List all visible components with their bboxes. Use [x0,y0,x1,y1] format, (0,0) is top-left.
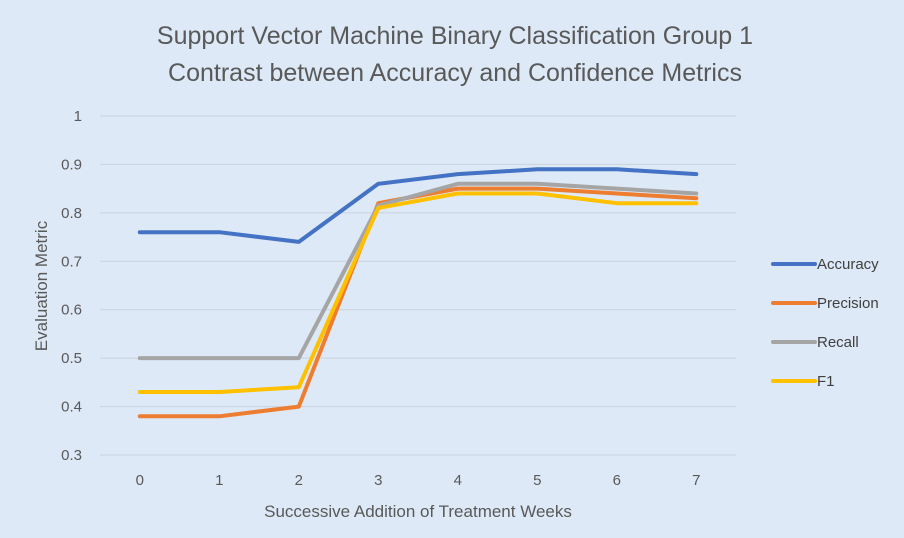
x-tick-label: 5 [533,472,541,489]
legend-label-recall: Recall [817,334,859,351]
series-line-recall [137,181,699,361]
y-axis-ticks: 0.3 0.4 0.5 0.6 0.7 0.8 0.9 1 [61,108,82,464]
series-line-accuracy [137,167,699,244]
y-tick-label: 0.8 [61,205,82,222]
series-line-f1 [137,191,699,394]
x-tick-label: 0 [136,472,144,489]
x-axis-label: Successive Addition of Treatment Weeks [264,502,572,521]
legend-label-precision: Precision [817,295,879,312]
y-tick-label: 0.7 [61,253,82,270]
x-tick-label: 4 [454,472,462,489]
gridlines [100,115,736,456]
x-tick-label: 3 [374,472,382,489]
x-tick-label: 1 [215,472,223,489]
x-tick-label: 6 [613,472,621,489]
legend-label-accuracy: Accuracy [817,256,879,273]
y-tick-label: 0.4 [61,399,82,416]
series-lines [137,167,699,419]
series-line-precision [137,186,699,419]
x-axis-ticks: 0 1 2 3 4 5 6 7 [136,472,701,489]
y-tick-label: 1 [74,108,82,125]
y-tick-label: 0.9 [61,156,82,173]
legend-label-f1: F1 [817,373,835,390]
x-tick-label: 2 [295,472,303,489]
chart-title: Support Vector Machine Binary Classifica… [157,22,753,50]
y-tick-label: 0.6 [61,302,82,319]
chart-subtitle: Contrast between Accuracy and Confidence… [168,59,742,87]
y-axis-label: Evaluation Metric [32,220,51,351]
y-tick-label: 0.5 [61,350,82,367]
x-tick-label: 7 [692,472,700,489]
y-tick-label: 0.3 [61,447,82,464]
legend: Accuracy Precision Recall F1 [771,256,879,390]
